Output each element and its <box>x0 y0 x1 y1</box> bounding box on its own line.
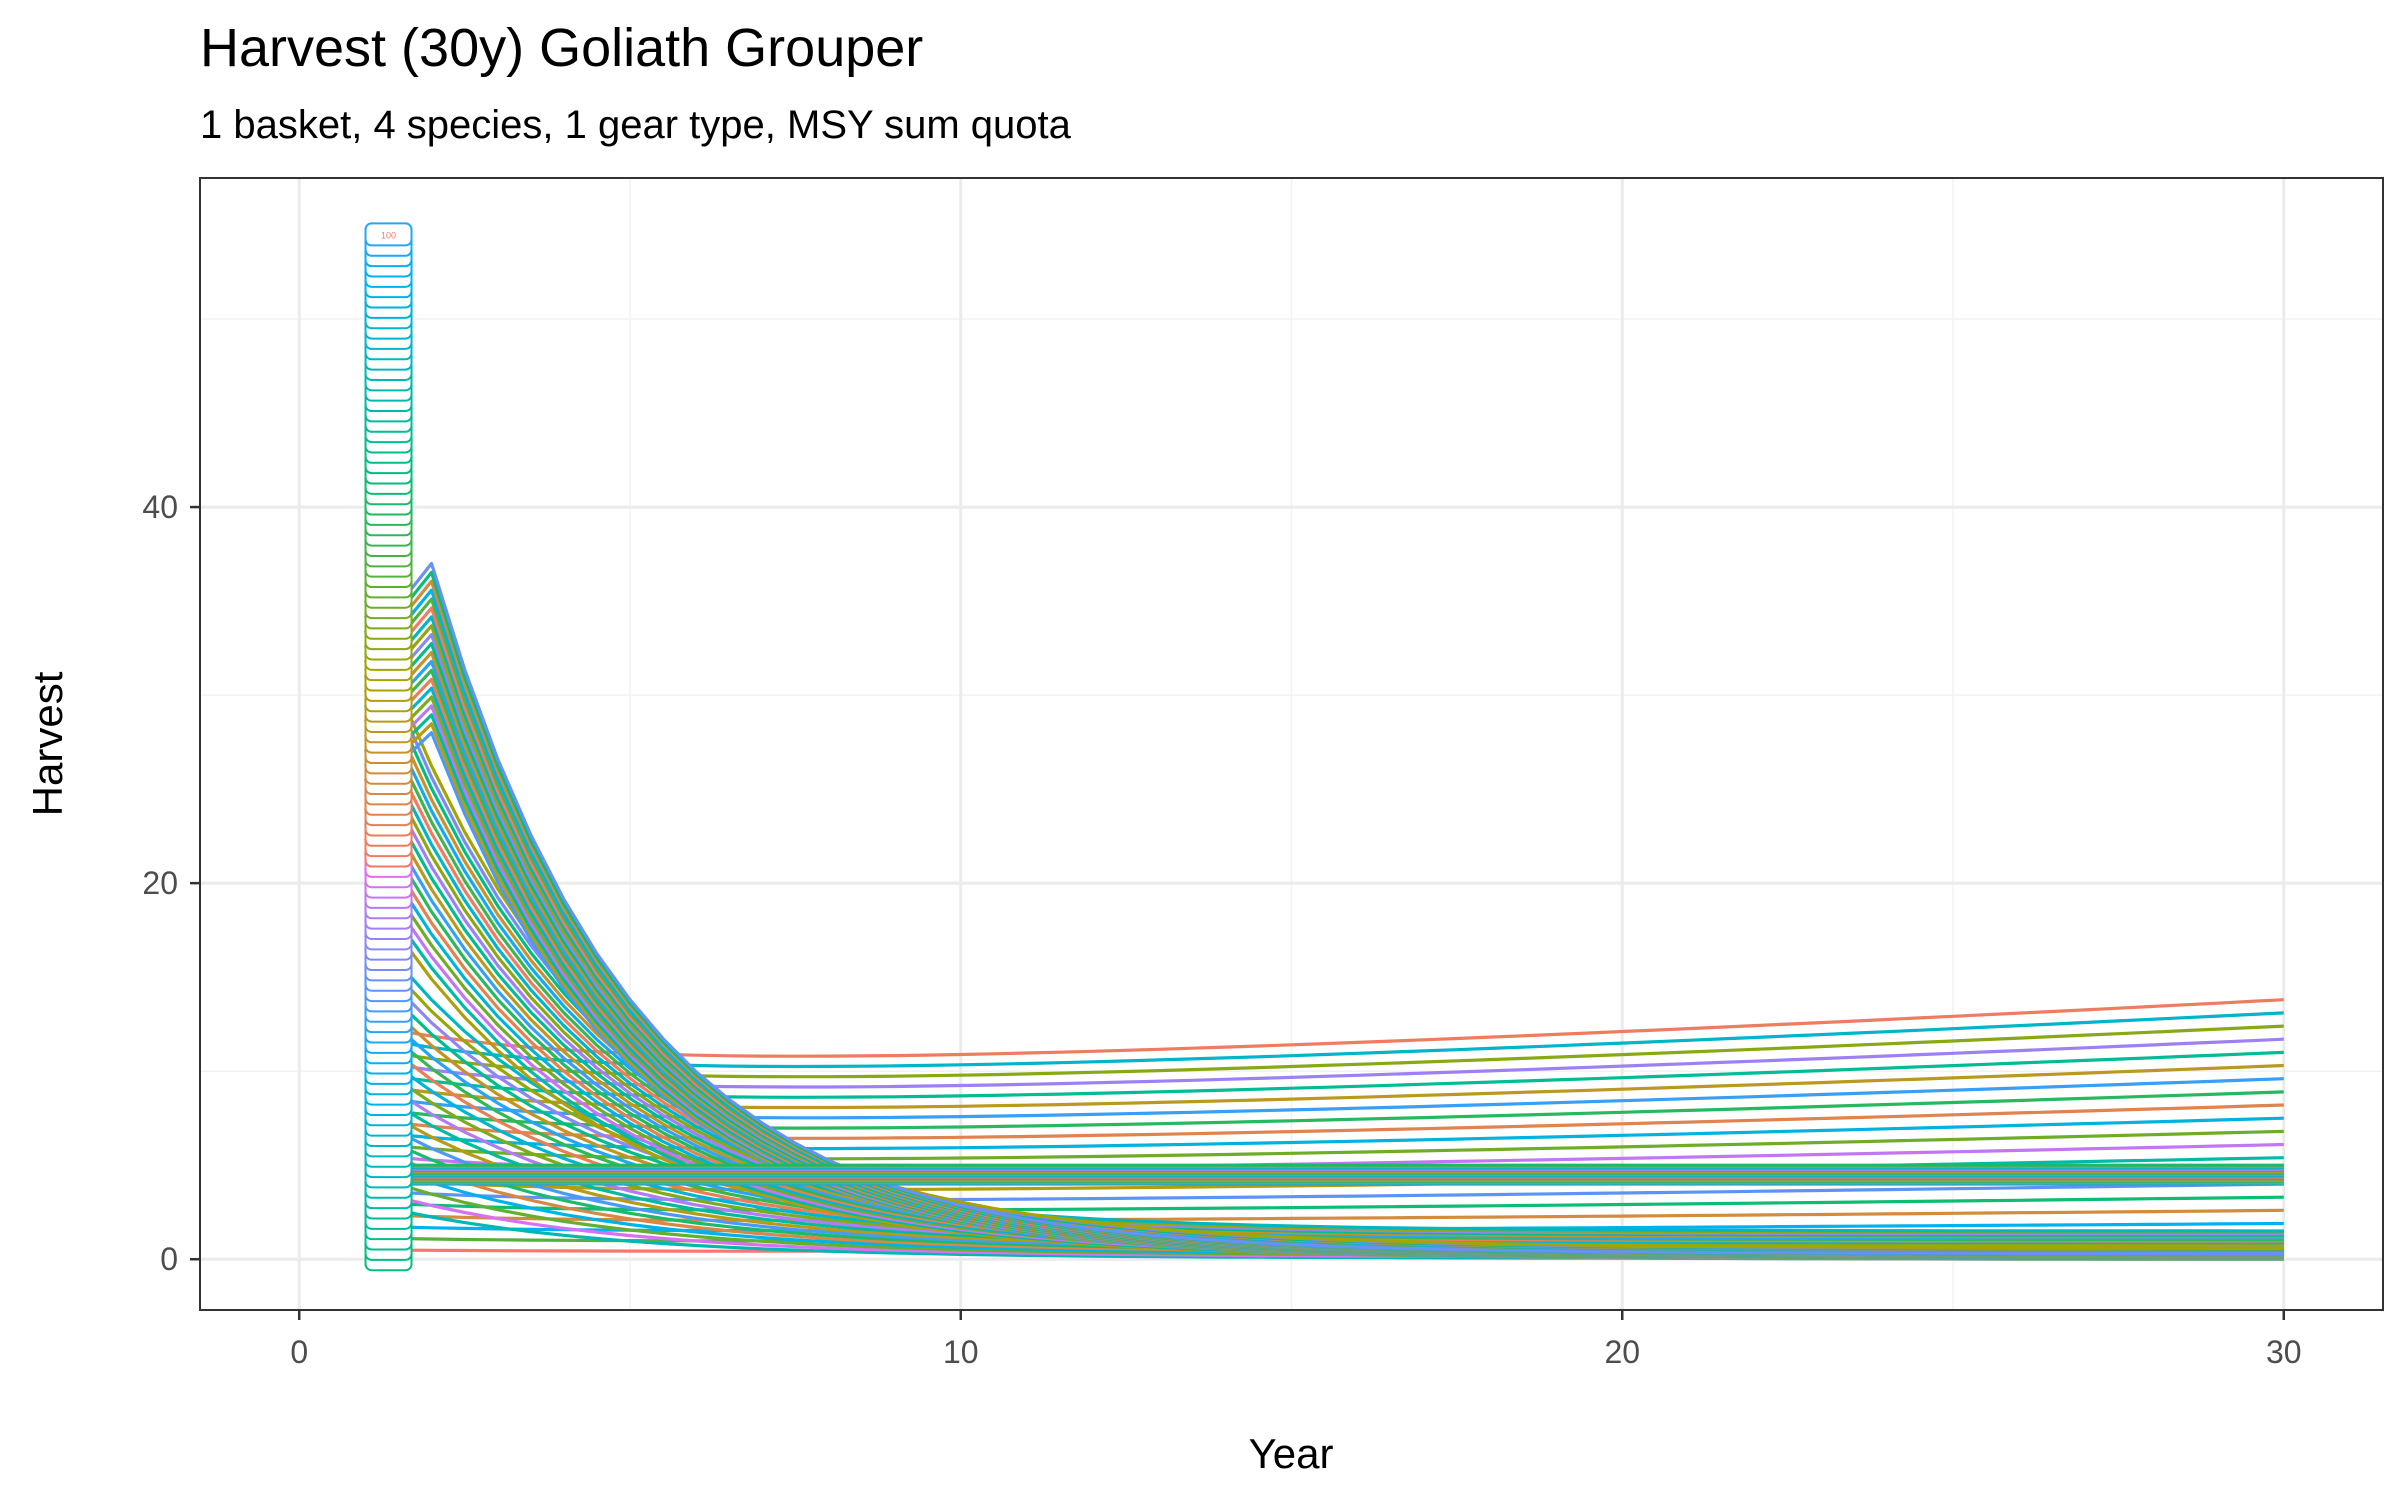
chart-title: Harvest (30y) Goliath Grouper <box>200 18 923 78</box>
y-axis-title: Harvest <box>24 671 71 816</box>
series-label-box <box>364 222 413 247</box>
y-tick-label: 0 <box>160 1241 178 1277</box>
series-lines <box>363 561 2284 1261</box>
series-line <box>365 1195 2284 1212</box>
series-line <box>364 561 2284 1256</box>
grid <box>200 178 2383 1310</box>
x-tick-label: 10 <box>943 1334 979 1370</box>
x-axis-title: Year <box>1249 1430 1334 1477</box>
series-line <box>365 998 2284 1058</box>
series-label-text: 100 <box>381 230 396 240</box>
chart-subtitle: 1 basket, 4 species, 1 gear type, MSY su… <box>200 103 1072 147</box>
series-labels: 100 <box>364 222 413 1272</box>
y-tick-label: 20 <box>142 865 178 901</box>
x-tick-label: 0 <box>290 1334 308 1370</box>
series-line <box>365 1129 2284 1161</box>
x-tick-label: 30 <box>2266 1334 2302 1370</box>
plot-panel-border <box>199 177 2384 1311</box>
axis-ticks: 0 10 20 30 0 20 40 <box>142 489 2301 1370</box>
x-tick-label: 20 <box>1604 1334 1640 1370</box>
y-tick-label: 40 <box>142 489 178 525</box>
